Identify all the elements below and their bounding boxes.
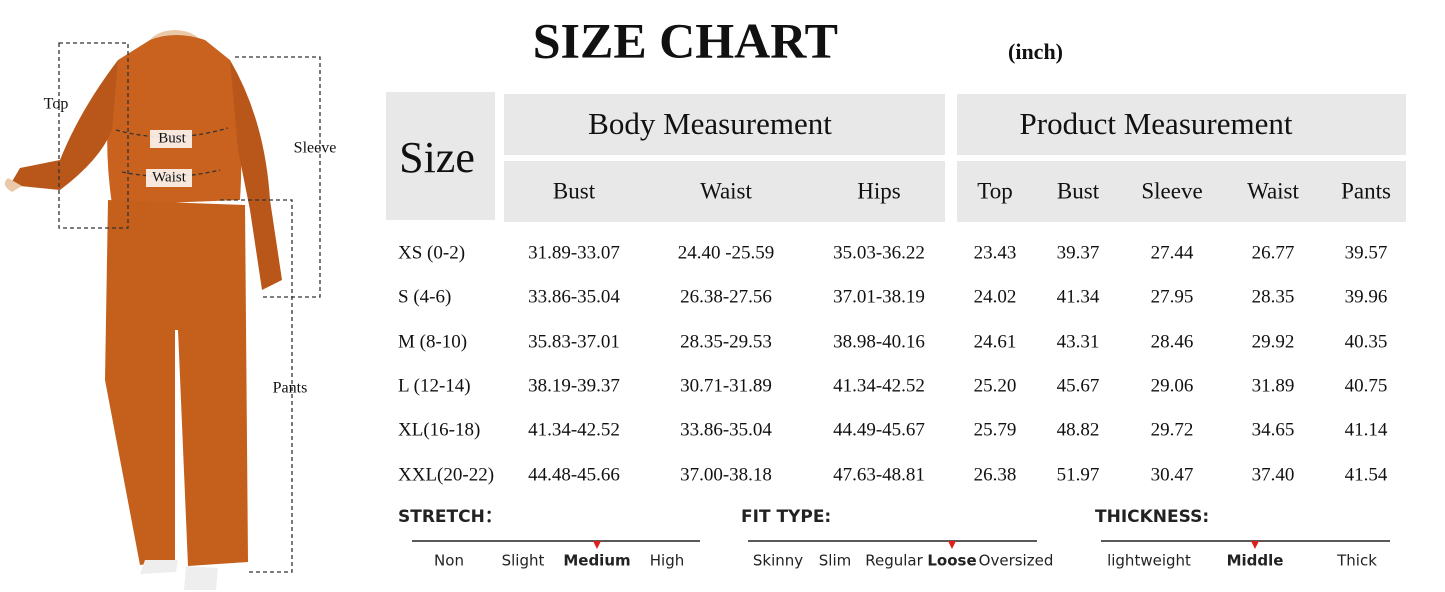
size-cell: M (8-10) bbox=[398, 331, 467, 352]
table-cell: 30.47 bbox=[1151, 464, 1194, 485]
scale-option: High bbox=[650, 552, 684, 570]
table-cell: 41.14 bbox=[1345, 419, 1388, 440]
label: Pants bbox=[273, 380, 308, 397]
header-cell bbox=[504, 94, 945, 155]
header-cell bbox=[957, 161, 1406, 222]
table-cell: 41.34-42.52 bbox=[833, 375, 925, 396]
table-cell: 23.43 bbox=[974, 242, 1017, 263]
table-cell: 51.97 bbox=[1057, 464, 1100, 485]
column-header: Bust bbox=[553, 178, 596, 203]
scale-label: FIT TYPE: bbox=[741, 507, 831, 527]
scale-option: Oversized bbox=[979, 552, 1054, 570]
column-header: Sleeve bbox=[1141, 178, 1202, 203]
table-cell: 33.86-35.04 bbox=[528, 286, 620, 307]
table-cell: 29.06 bbox=[1151, 375, 1194, 396]
table-cell: 41.54 bbox=[1345, 464, 1388, 485]
table-cell: 34.65 bbox=[1252, 419, 1295, 440]
table-cell: 27.44 bbox=[1151, 242, 1194, 263]
label: Waist bbox=[152, 169, 187, 185]
table-cell: 28.35-29.53 bbox=[680, 331, 772, 352]
table-cell: 37.01-38.19 bbox=[833, 286, 925, 307]
table-cell: 41.34-42.52 bbox=[528, 419, 620, 440]
scale-option: Thick bbox=[1336, 552, 1377, 570]
table-cell: 38.19-39.37 bbox=[528, 375, 620, 396]
label: Sleeve bbox=[294, 140, 337, 157]
table-cell: 26.38 bbox=[974, 464, 1017, 485]
table-cell: 30.71-31.89 bbox=[680, 375, 772, 396]
table-cell: 44.48-45.66 bbox=[528, 464, 620, 485]
size-cell: L (12-14) bbox=[398, 375, 471, 396]
table-cell: 29.72 bbox=[1151, 419, 1194, 440]
scale-option: Medium bbox=[563, 552, 630, 570]
scale-marker bbox=[593, 541, 601, 549]
scale-option: Regular bbox=[865, 552, 923, 570]
table-cell: 41.34 bbox=[1057, 286, 1100, 307]
column-header: Waist bbox=[1247, 178, 1299, 203]
size-cell: XS (0-2) bbox=[398, 242, 465, 263]
table-cell: 29.92 bbox=[1252, 331, 1295, 352]
table-cell: 43.31 bbox=[1057, 331, 1100, 352]
scale-option: Non bbox=[434, 552, 464, 570]
table-cell: 25.20 bbox=[974, 375, 1017, 396]
table-cell: 31.89-33.07 bbox=[528, 242, 620, 263]
scale-label: THICKNESS: bbox=[1095, 507, 1209, 527]
header-cell bbox=[504, 161, 945, 222]
table-cell: 45.67 bbox=[1057, 375, 1100, 396]
size-cell: XL(16-18) bbox=[398, 419, 480, 440]
title: SIZE CHART bbox=[533, 12, 838, 68]
table-cell: 28.46 bbox=[1151, 331, 1194, 352]
label: Bust bbox=[158, 130, 186, 146]
column-header: Pants bbox=[1341, 178, 1391, 203]
scale-label: STRETCH： bbox=[398, 507, 502, 527]
scale-option: Slight bbox=[502, 552, 545, 570]
table-cell: 39.37 bbox=[1057, 242, 1100, 263]
table-cell: 48.82 bbox=[1057, 419, 1100, 440]
table-cell: 40.75 bbox=[1345, 375, 1388, 396]
table-cell: 35.83-37.01 bbox=[528, 331, 620, 352]
table-cell: 33.86-35.04 bbox=[680, 419, 772, 440]
table-cell: 24.40 -25.59 bbox=[678, 242, 775, 263]
size-cell: XXL(20-22) bbox=[398, 464, 494, 485]
table-cell: 47.63-48.81 bbox=[833, 464, 925, 485]
model-figure: Top Bust Waist Sleeve Pants bbox=[4, 30, 337, 590]
table-cell: 35.03-36.22 bbox=[833, 242, 925, 263]
label: Top bbox=[44, 96, 69, 113]
scale-option: Loose bbox=[927, 552, 976, 570]
header-cell bbox=[386, 92, 495, 220]
size-cell: S (4-6) bbox=[398, 286, 451, 307]
column-header: Bust bbox=[1057, 178, 1100, 203]
header-cell bbox=[957, 94, 1406, 155]
table-cell: 44.49-45.67 bbox=[833, 419, 925, 440]
column-header: Hips bbox=[857, 178, 901, 203]
table-cell: 39.96 bbox=[1345, 286, 1388, 307]
table-cell: 38.98-40.16 bbox=[833, 331, 925, 352]
table-cell: 25.79 bbox=[974, 419, 1017, 440]
scale-option: Middle bbox=[1227, 552, 1284, 570]
table-cell: 27.95 bbox=[1151, 286, 1194, 307]
table-cell: 26.77 bbox=[1252, 242, 1295, 263]
scale-option: Skinny bbox=[753, 552, 803, 570]
column-header: Waist bbox=[700, 178, 752, 203]
table-cell: 24.02 bbox=[974, 286, 1017, 307]
table-cell: 39.57 bbox=[1345, 242, 1388, 263]
table-cell: 24.61 bbox=[974, 331, 1017, 352]
scale-option: lightweight bbox=[1107, 552, 1191, 570]
table-cell: 31.89 bbox=[1252, 375, 1295, 396]
table-cell: 37.00-38.18 bbox=[680, 464, 772, 485]
unit: (inch) bbox=[1008, 39, 1063, 64]
group-header: Product Measurement bbox=[1020, 106, 1293, 141]
group-header: Body Measurement bbox=[588, 106, 832, 141]
table-cell: 40.35 bbox=[1345, 331, 1388, 352]
column-header: Top bbox=[977, 178, 1012, 203]
scale-marker bbox=[1251, 541, 1259, 549]
table-cell: 37.40 bbox=[1252, 464, 1295, 485]
size-header: Size bbox=[399, 133, 475, 182]
table-cell: 28.35 bbox=[1252, 286, 1295, 307]
scale-option: Slim bbox=[819, 552, 851, 570]
scale-marker bbox=[948, 541, 956, 549]
table-cell: 26.38-27.56 bbox=[680, 286, 772, 307]
